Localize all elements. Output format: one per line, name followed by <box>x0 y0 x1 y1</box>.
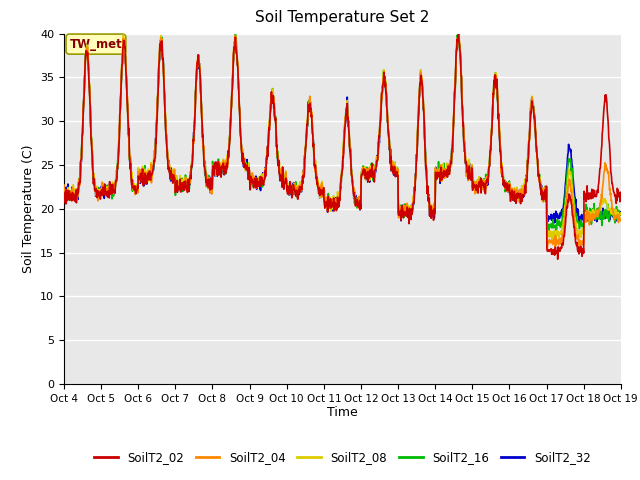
Line: SoilT2_02: SoilT2_02 <box>64 34 621 259</box>
SoilT2_16 <box>544 228 552 234</box>
SoilT2_16 <box>617 212 625 218</box>
Line: SoilT2_32: SoilT2_32 <box>64 34 621 223</box>
SoilT2_32 <box>502 180 509 185</box>
SoilT2_08 <box>184 179 191 185</box>
SoilT2_04 <box>552 233 559 239</box>
SoilT2_08 <box>552 233 559 239</box>
SoilT2_04 <box>246 179 254 184</box>
SoilT2_02 <box>184 184 191 190</box>
SoilT2_32 <box>246 180 254 186</box>
Y-axis label: Soil Temperature (C): Soil Temperature (C) <box>22 144 35 273</box>
SoilT2_02 <box>617 197 625 203</box>
SoilT2_08 <box>246 182 254 188</box>
SoilT2_32 <box>552 214 559 220</box>
SoilT2_32 <box>454 31 462 36</box>
SoilT2_02 <box>454 31 462 36</box>
SoilT2_08 <box>548 237 556 242</box>
SoilT2_16 <box>552 222 559 228</box>
SoilT2_32 <box>551 220 559 226</box>
Line: SoilT2_04: SoilT2_04 <box>64 35 621 249</box>
SoilT2_04 <box>543 246 551 252</box>
SoilT2_04 <box>184 177 191 182</box>
SoilT2_32 <box>60 189 68 194</box>
SoilT2_08 <box>502 180 509 185</box>
SoilT2_02 <box>60 190 68 195</box>
SoilT2_32 <box>170 176 178 181</box>
SoilT2_32 <box>429 207 436 213</box>
SoilT2_04 <box>429 205 436 211</box>
SoilT2_32 <box>617 209 625 215</box>
SoilT2_08 <box>60 186 68 192</box>
SoilT2_16 <box>246 180 254 185</box>
SoilT2_16 <box>60 186 68 192</box>
SoilT2_16 <box>170 170 178 176</box>
Legend: SoilT2_02, SoilT2_04, SoilT2_08, SoilT2_16, SoilT2_32: SoilT2_02, SoilT2_04, SoilT2_08, SoilT2_… <box>90 446 595 468</box>
Line: SoilT2_08: SoilT2_08 <box>64 34 621 240</box>
Text: TW_met: TW_met <box>70 37 122 50</box>
Title: Soil Temperature Set 2: Soil Temperature Set 2 <box>255 11 429 25</box>
SoilT2_02 <box>551 247 559 252</box>
SoilT2_02 <box>554 256 561 262</box>
SoilT2_04 <box>455 32 463 37</box>
SoilT2_08 <box>617 210 625 216</box>
SoilT2_04 <box>170 167 178 173</box>
SoilT2_04 <box>502 183 509 189</box>
SoilT2_32 <box>184 183 191 189</box>
SoilT2_02 <box>246 187 254 193</box>
SoilT2_02 <box>429 208 436 214</box>
SoilT2_16 <box>429 203 436 209</box>
SoilT2_08 <box>429 210 436 216</box>
X-axis label: Time: Time <box>327 407 358 420</box>
SoilT2_04 <box>60 182 68 188</box>
SoilT2_16 <box>184 182 191 188</box>
SoilT2_16 <box>454 31 462 36</box>
Line: SoilT2_16: SoilT2_16 <box>64 34 621 231</box>
SoilT2_02 <box>502 180 509 186</box>
SoilT2_16 <box>502 184 509 190</box>
SoilT2_04 <box>617 217 625 223</box>
SoilT2_08 <box>170 172 178 178</box>
SoilT2_02 <box>170 175 178 181</box>
SoilT2_08 <box>455 31 463 36</box>
